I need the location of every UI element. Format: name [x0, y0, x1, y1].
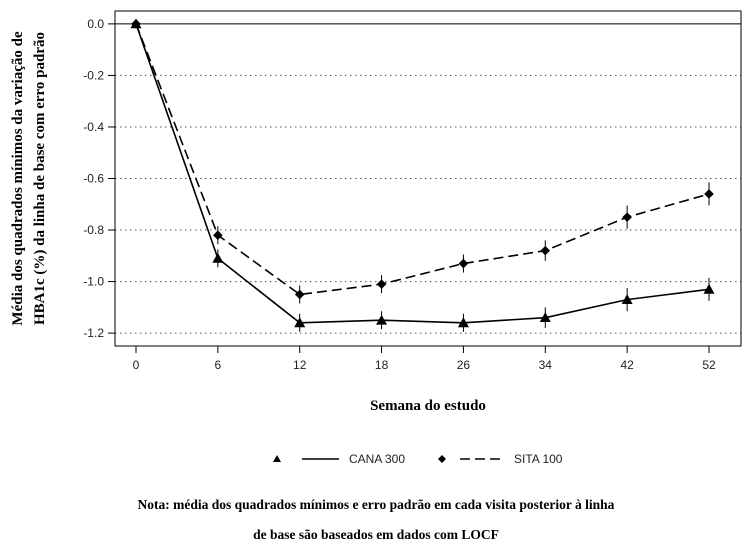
x-tick-label: 0 — [133, 358, 140, 372]
x-tick-label: 12 — [293, 358, 307, 372]
x-tick-label: 6 — [215, 358, 222, 372]
legend-marker-diamond — [438, 455, 446, 463]
footnote-line: Nota: média dos quadrados mínimos e erro… — [138, 497, 615, 512]
legend-marker-triangle — [273, 455, 281, 462]
data-point-triangle — [212, 252, 224, 263]
x-tick-label: 52 — [702, 358, 716, 372]
data-point-triangle — [703, 283, 715, 294]
plot-frame — [114, 10, 742, 347]
grid-layer — [115, 74, 741, 334]
data-point-diamond — [622, 212, 632, 222]
footnote-line: de base são baseados em dados com LOCF — [253, 527, 499, 542]
y-tick-label: -1.2 — [83, 326, 104, 340]
legend-label: SITA 100 — [514, 452, 563, 466]
series-sita-100 — [131, 19, 714, 304]
data-point-diamond — [213, 230, 223, 240]
x-tick-label: 26 — [457, 358, 471, 372]
data-point-triangle — [376, 314, 388, 325]
x-tick-label: 42 — [620, 358, 634, 372]
footnote: Nota: média dos quadrados mínimos e erro… — [138, 497, 615, 542]
y-tick-label: -0.8 — [83, 223, 104, 237]
data-point-diamond — [294, 289, 305, 300]
data-point-diamond — [131, 19, 141, 29]
series-line — [135, 23, 710, 296]
y-tick-label: 0.0 — [87, 17, 104, 31]
y-axis-title-line: HBA1c (%) da linha de base com erro padr… — [32, 32, 48, 325]
legend-label: CANA 300 — [349, 452, 405, 466]
y-tick-label: -0.4 — [83, 120, 104, 134]
x-axis-title: Semana do estudo — [370, 398, 486, 414]
data-point-diamond — [540, 245, 551, 256]
y-tick-label: -0.2 — [83, 68, 104, 82]
series-cana-300 — [130, 18, 715, 332]
y-axis-title-line: Média dos quadrados mínimos da variação … — [10, 31, 26, 326]
x-tick-label: 34 — [539, 358, 553, 372]
data-point-triangle — [457, 317, 469, 328]
x-axis: 0 6 12 18 26 34 42 52 — [133, 346, 716, 372]
data-point-triangle — [539, 312, 551, 323]
data-point-diamond — [376, 279, 387, 289]
series-line — [135, 23, 710, 324]
data-point-diamond — [458, 258, 469, 269]
y-tick-label: -0.6 — [83, 172, 104, 186]
y-axis: 0.0 -0.2 -0.4 -0.6 -0.8 -1.0 -1.2 — [83, 17, 115, 340]
series-layer — [130, 18, 715, 332]
data-point-triangle — [621, 294, 633, 305]
legend: CANA 300 SITA 100 — [273, 452, 563, 466]
data-point-diamond — [704, 189, 714, 199]
y-tick-label: -1.0 — [83, 275, 104, 289]
y-axis-title: Média dos quadrados mínimos da variação … — [10, 31, 48, 326]
data-point-triangle — [294, 317, 306, 328]
x-tick-label: 18 — [375, 358, 389, 372]
legend-item: CANA 300 — [273, 452, 405, 466]
legend-item: SITA 100 — [438, 452, 563, 466]
